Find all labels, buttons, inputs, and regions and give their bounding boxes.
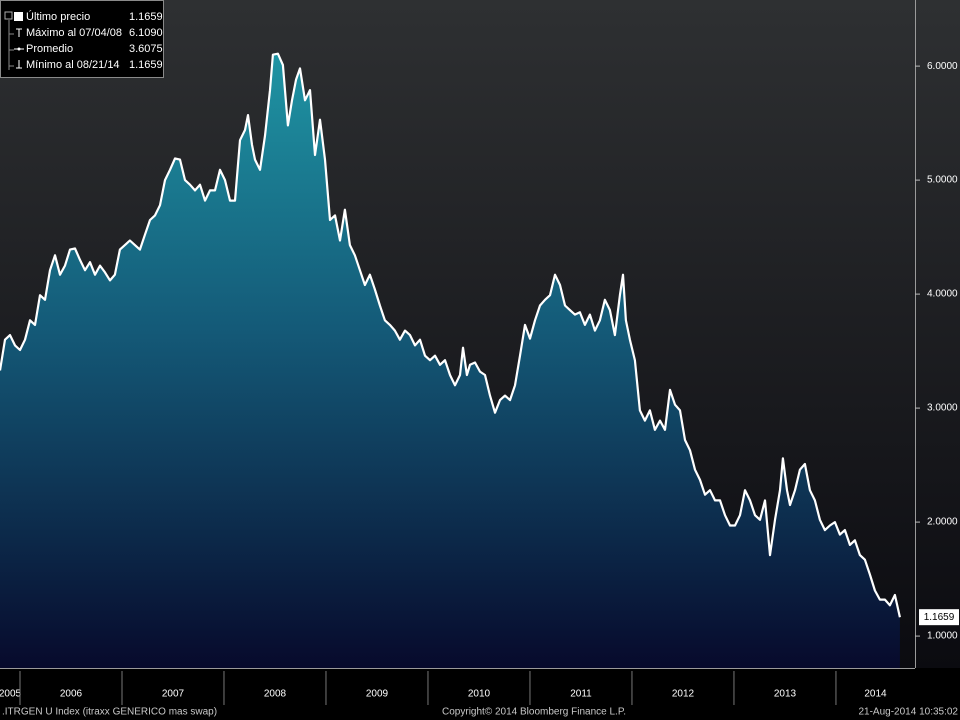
- x-tick-label: 2011: [570, 689, 592, 700]
- footer-index: .ITRGEN U Index (itraxx GENERICO mas swa…: [2, 707, 217, 718]
- legend-box: [0, 0, 164, 78]
- legend-icon-max: [16, 28, 22, 37]
- axis-background: [0, 668, 960, 720]
- legend-tree: [8, 20, 14, 70]
- plot-area: [0, 52, 901, 668]
- legend-value: 6.1090: [129, 27, 163, 39]
- legend-label: Último precio: [26, 10, 90, 23]
- y-tick-label: 4.0000: [927, 289, 958, 300]
- y-tick-label: 3.0000: [927, 403, 958, 414]
- x-tick-label: 2008: [264, 689, 287, 700]
- x-tick-label: 2009: [366, 689, 389, 700]
- legend-value: 1.1659: [129, 59, 163, 71]
- axes: 1.0000 2.0000 3.0000 4.0000 5.0000 6.0000 2005…: [0, 61, 959, 705]
- legend-swatch: [14, 12, 23, 21]
- footer-timestamp: 21-Aug-2014 10:35:02: [858, 707, 958, 718]
- y-tick-label: 5.0000: [927, 175, 958, 186]
- y-tick-label: 2.0000: [927, 517, 958, 528]
- legend-label: Máximo al 07/04/08: [26, 27, 122, 39]
- legend-value: 1.1659: [129, 11, 163, 23]
- area-fill: [0, 53, 900, 668]
- legend-icon-avg-dot: [17, 47, 21, 51]
- x-tick-label: 2012: [672, 689, 695, 700]
- y-tick-label: 1.0000: [927, 631, 958, 642]
- x-tick-label: 2005: [0, 689, 22, 700]
- x-tick-label: 2013: [774, 689, 797, 700]
- price-line: [0, 52, 901, 618]
- last-price-label: 1.1659: [924, 612, 955, 623]
- last-price-tag: [919, 609, 959, 626]
- footer-copyright: Copyright© 2014 Bloomberg Finance L.P.: [442, 707, 626, 718]
- legend-toggle[interactable]: [4, 11, 13, 20]
- x-tick-label: 2007: [162, 689, 185, 700]
- x-tick-label: 2006: [60, 689, 83, 700]
- legend-icon-min: [16, 60, 22, 69]
- legend-value: 3.6075: [129, 43, 163, 55]
- y-tick-label: 6.0000: [927, 61, 958, 72]
- legend-label: Promedio: [26, 43, 73, 55]
- legend-label: Mínimo al 08/21/14: [26, 59, 120, 71]
- x-tick-label: 2010: [468, 689, 491, 700]
- x-tick-label: 2014: [864, 689, 887, 700]
- legend: Último precio 1.1659 Máximo al 07/04/08 …: [0, 0, 164, 78]
